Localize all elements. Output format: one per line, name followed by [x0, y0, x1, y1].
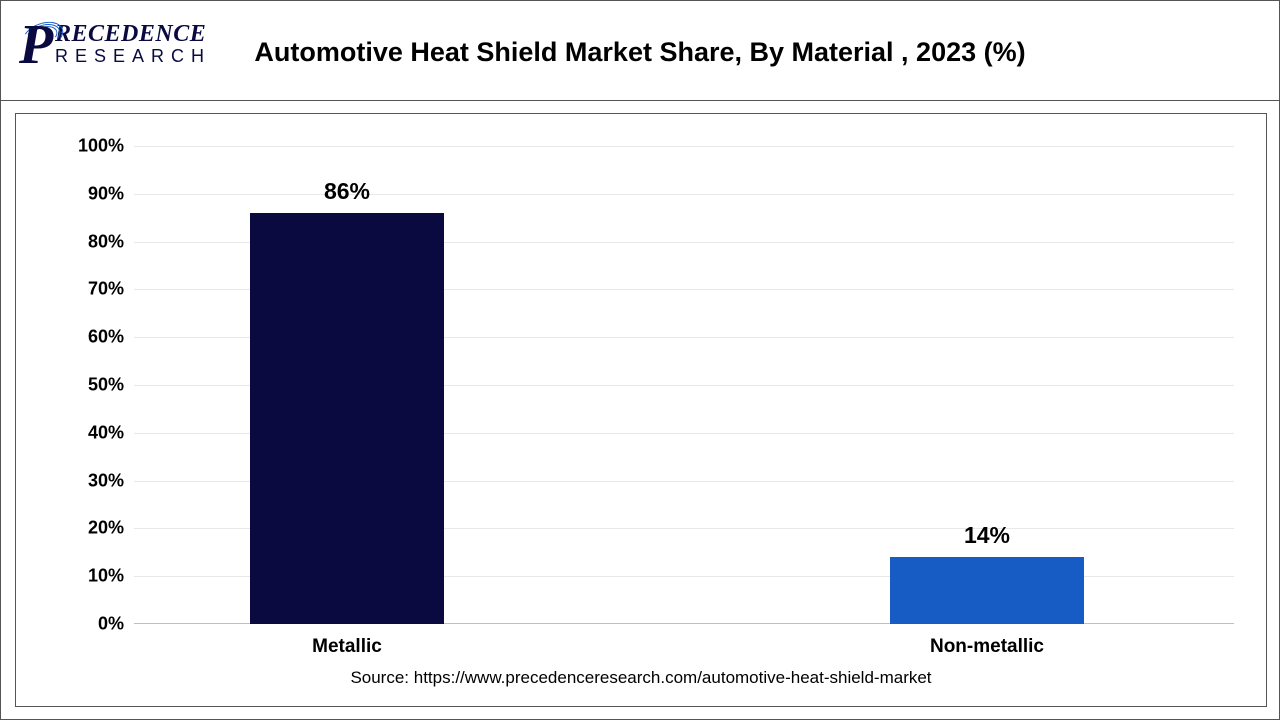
header-bar: P RECEDENCE RESEARCH Automotive Heat Shi… — [1, 1, 1279, 101]
bar-value-label: 86% — [324, 178, 370, 205]
y-tick-label: 90% — [64, 183, 124, 204]
y-tick-label: 10% — [64, 566, 124, 587]
x-tick-label: Metallic — [312, 636, 382, 658]
y-tick-label: 80% — [64, 231, 124, 252]
x-tick-label: Non-metallic — [930, 636, 1044, 658]
bar-non-metallic — [890, 557, 1084, 624]
bar-metallic — [250, 213, 444, 624]
y-tick-label: 0% — [64, 614, 124, 635]
y-tick-label: 60% — [64, 327, 124, 348]
source-text: Source: https://www.precedenceresearch.c… — [16, 668, 1266, 688]
chart-title: Automotive Heat Shield Market Share, By … — [1, 37, 1279, 68]
y-tick-label: 70% — [64, 279, 124, 300]
y-tick-label: 30% — [64, 470, 124, 491]
y-tick-label: 20% — [64, 518, 124, 539]
bar-value-label: 14% — [964, 522, 1010, 549]
chart-container: P RECEDENCE RESEARCH Automotive Heat Shi… — [0, 0, 1280, 720]
plot-area: 0%10%20%30%40%50%60%70%80%90%100%86%Meta… — [134, 146, 1234, 624]
plot-frame: 0% 10% 20% 30% 40% 50% 60% 70% 80% 90% 100% 86% Meta… — [15, 113, 1267, 707]
y-tick-label: 40% — [64, 422, 124, 443]
y-tick-label: 100% — [64, 136, 124, 157]
y-tick-label: 50% — [64, 375, 124, 396]
gridline — [134, 146, 1234, 147]
gridline — [134, 194, 1234, 195]
